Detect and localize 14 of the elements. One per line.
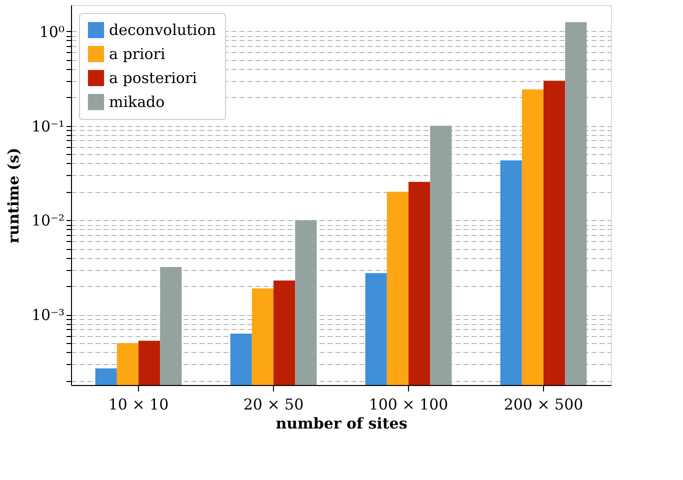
- legend-label: deconvolution: [109, 21, 216, 39]
- legend-label: a priori: [109, 45, 166, 63]
- y-tick-label: 10⁰: [39, 22, 64, 41]
- x-axis-title: number of sites: [276, 414, 408, 432]
- legend-label: mikado: [109, 93, 165, 111]
- x-tick-label: 200 × 500: [504, 396, 584, 414]
- y-axis-title: runtime (s): [4, 148, 22, 244]
- x-tick-label: 20 × 50: [243, 396, 304, 414]
- y-tick-label: 10⁻²: [31, 212, 64, 230]
- y-tick-label: 10⁻¹: [31, 117, 64, 136]
- x-tick-label: 10 × 10: [108, 396, 169, 414]
- y-tick-label: 10⁻³: [31, 306, 64, 324]
- x-tick-label: 100 × 100: [368, 396, 448, 414]
- legend-label: a posteriori: [109, 69, 198, 87]
